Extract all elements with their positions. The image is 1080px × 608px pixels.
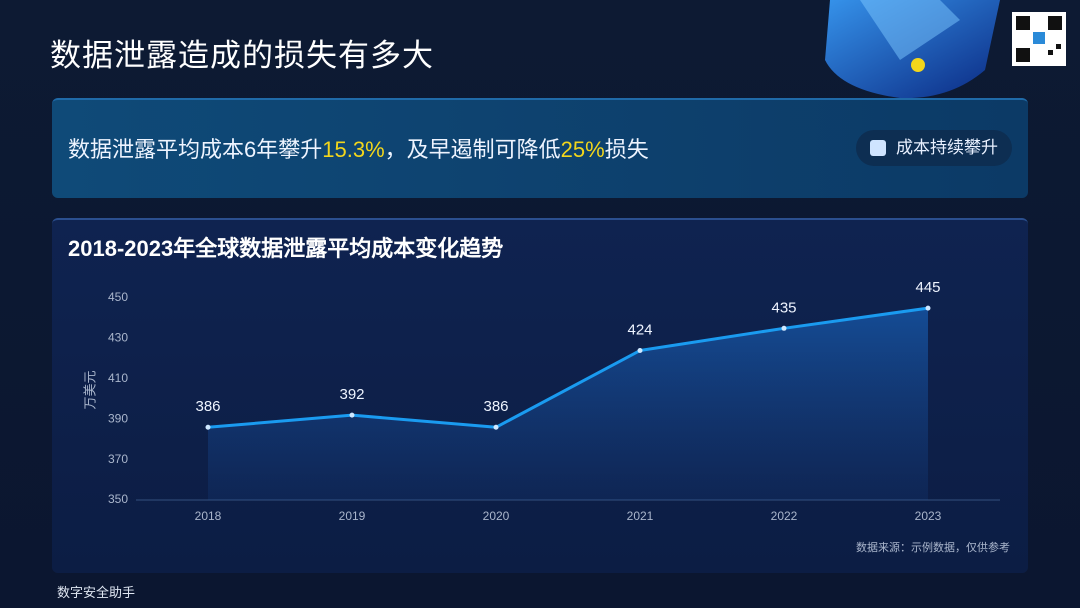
data-label: 435 (771, 299, 796, 316)
banner-text-part: ，及早遏制可降低 (384, 137, 561, 162)
badge-text: 成本持续攀升 (896, 138, 998, 157)
footer: 数字安全助手 (57, 585, 136, 600)
point (925, 305, 931, 311)
source-note: 数据来源：示例数据，仅供参考 (856, 540, 1010, 554)
area (208, 308, 928, 500)
point (205, 424, 211, 430)
point (349, 412, 355, 418)
point (781, 325, 787, 331)
point (637, 348, 643, 354)
line (207, 306, 929, 429)
highlight: 25% (560, 137, 605, 162)
banner-text: 数据泄露平均成本6年攀升15.3%，及早遏制可降低25%损失 (68, 132, 649, 164)
x-tick-label: 2023 (915, 509, 942, 523)
highlight: 15.3% (322, 137, 385, 162)
badge: 成本持续攀升 (856, 130, 1012, 166)
data-label: 445 (915, 279, 940, 296)
y-tick-label: 370 (108, 452, 128, 466)
y-tick-label: 410 (108, 371, 128, 385)
slide-title: 数据泄露造成的损失有多大 (50, 38, 434, 73)
y-tick-label: 350 (108, 492, 128, 506)
y-axis-label: 万美元 (82, 370, 97, 409)
x-tick-label: 2018 (195, 509, 222, 523)
point (493, 424, 499, 430)
data-label: 386 (483, 398, 508, 415)
x-tick-label: 2022 (771, 509, 798, 523)
x-tick-label: 2021 (627, 509, 654, 523)
y-tick-label: 450 (108, 290, 128, 304)
x-tick-label: 2020 (483, 509, 510, 523)
data-label: 392 (339, 386, 364, 403)
badge-icon (870, 140, 886, 156)
banner-text-part: 数据泄露平均成本6年攀升 (68, 137, 323, 162)
y-tick-label: 430 (108, 331, 128, 345)
data-label: 424 (627, 321, 652, 338)
chart-title: 2018-2023年全球数据泄露平均成本变化趋势 (68, 236, 503, 261)
data-label: 386 (195, 398, 220, 415)
y-tick-label: 390 (108, 411, 128, 425)
banner: 数据泄露平均成本6年攀升15.3%，及早遏制可降低25%损失 成本持续攀升 (52, 98, 1028, 198)
banner-text-part: 损失 (604, 137, 649, 162)
x-tick-label: 2019 (339, 509, 366, 523)
